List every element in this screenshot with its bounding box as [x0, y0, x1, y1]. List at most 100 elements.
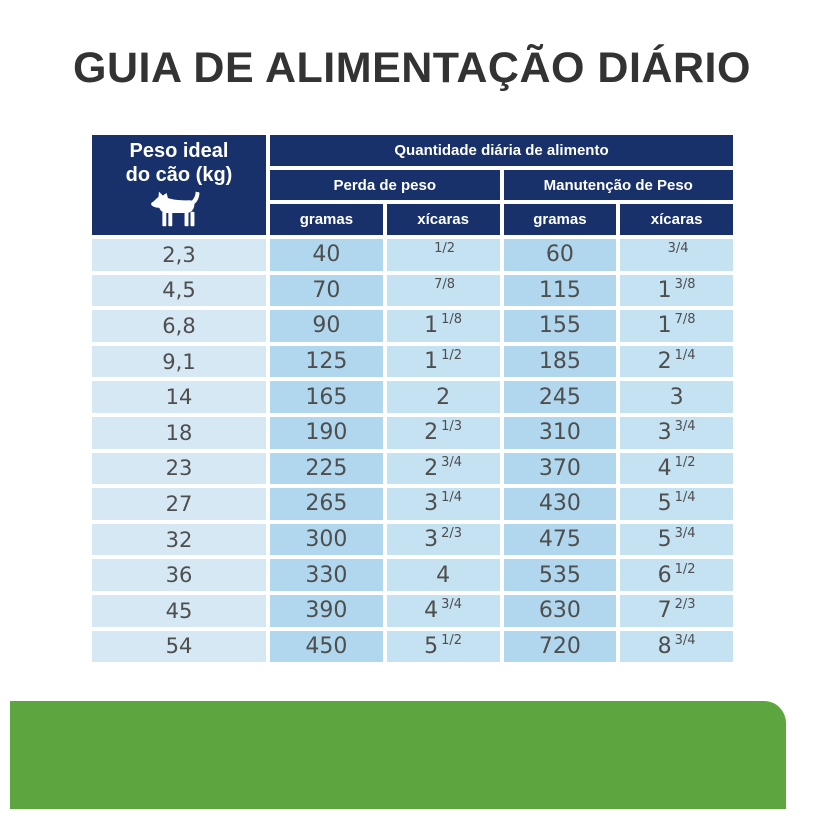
loss-grams-value: 225: [305, 455, 348, 481]
loss-grams-cell: 125: [270, 345, 383, 378]
loss-grams-value: 300: [305, 527, 348, 553]
weight-cell: 2,3: [92, 239, 266, 271]
loss-grams-cell: 70: [270, 274, 383, 307]
weight-value: 2,3: [162, 242, 196, 267]
maint-cups-cell: 1 7/8: [620, 310, 733, 342]
loss-grams-cell: 225: [270, 452, 383, 485]
maint-cups-fraction: 7/8: [674, 312, 696, 328]
maint-grams-cell: 115: [503, 274, 617, 307]
weight-value: 45: [165, 598, 193, 623]
maint-cups-fraction: 1/2: [674, 454, 696, 470]
loss-grams-value: 70: [312, 277, 341, 303]
maint-cups-whole: 5: [657, 527, 672, 553]
loss-grams-value: 450: [305, 633, 348, 659]
table-row: 23 225 2 3/4 370 4 1/2: [92, 452, 733, 485]
weight-cell: 14: [92, 381, 266, 413]
maint-cups-whole: 8: [657, 633, 672, 659]
maint-cups-cell: 3/4: [620, 239, 733, 271]
maint-grams-value: 60: [545, 242, 574, 268]
loss-grams-cell: 265: [270, 488, 383, 520]
feeding-guide-table: Peso ideal do cão (kg): [92, 135, 733, 663]
weight-cell: 23: [92, 452, 266, 485]
table-row: 36 330 4 535 6 1/2: [92, 559, 733, 591]
maint-grams-cell: 155: [503, 310, 617, 342]
maint-grams-cell: 535: [503, 559, 617, 591]
loss-cups-whole: 2: [424, 420, 439, 446]
loss-grams-value: 125: [305, 349, 348, 375]
maint-grams-value: 185: [538, 349, 581, 375]
loss-grams-cell: 300: [270, 523, 383, 556]
loss-cups-fraction: 1/2: [434, 241, 456, 257]
maint-cups-cell: 6 1/2: [620, 559, 733, 591]
maint-cups-cell: 8 3/4: [620, 630, 733, 663]
loss-cups-cell: 2 3/4: [386, 452, 500, 485]
loss-cups-cell: 2 1/3: [386, 416, 500, 449]
weight-maintenance-header: Manutenção de Peso: [503, 169, 733, 201]
maint-grams-value: 720: [538, 633, 581, 659]
maint-grams-value: 535: [538, 562, 581, 588]
weight-cell: 54: [92, 630, 266, 663]
loss-cups-cell: 7/8: [386, 274, 500, 307]
loss-cups-whole: 2: [424, 455, 439, 481]
loss-cups-whole: 1: [424, 349, 439, 375]
maint-cups-cell: 5 3/4: [620, 523, 733, 556]
maint-cups-fraction: 3/4: [674, 419, 696, 435]
loss-cups-cell: 4 3/4: [386, 594, 500, 627]
maint-grams-cell: 475: [503, 523, 617, 556]
loss-cups-whole: 5: [424, 633, 439, 659]
table-row: 27 265 3 1/4 430 5 1/4: [92, 488, 733, 520]
loss-cups-fraction: 1/8: [441, 312, 463, 328]
header-right-section: Quantidade diária de alimento Perda de p…: [270, 135, 733, 236]
table-row: 6,8 90 1 1/8 155 1 7/8: [92, 310, 733, 342]
bottom-green-bar: [10, 701, 786, 809]
loss-grams-cell: 90: [270, 310, 383, 342]
loss-cups-whole: 2: [436, 384, 451, 410]
loss-cups-fraction: 1/2: [441, 348, 463, 364]
maint-cups-cell: 2 1/4: [620, 345, 733, 378]
weight-header-cell: Peso ideal do cão (kg): [92, 135, 266, 235]
loss-cups-whole: 4: [424, 598, 439, 624]
maint-grams-cell: 245: [503, 381, 617, 413]
maint-cups-whole: 1: [657, 313, 672, 339]
loss-grams-value: 390: [305, 598, 348, 624]
table-body: 2,3 40 1/2 60 3/4 4,5 70 7/8: [92, 239, 733, 663]
maint-cups-cell: 1 3/8: [620, 274, 733, 307]
weight-cell: 45: [92, 594, 266, 627]
maint-grams-value: 630: [538, 598, 581, 624]
maint-cups-fraction: 2/3: [674, 597, 696, 613]
weight-cell: 18: [92, 416, 266, 449]
weight-value: 14: [165, 385, 193, 410]
maint-grams-value: 245: [538, 384, 581, 410]
maint-cups-whole: 2: [657, 349, 672, 375]
loss-cups-whole: 4: [436, 562, 451, 588]
maint-cups-cell: 3: [620, 381, 733, 413]
maint-cups-whole: 4: [657, 455, 672, 481]
maint-cups-whole: 7: [657, 598, 672, 624]
maint-cups-whole: 5: [657, 491, 672, 517]
weight-value: 23: [165, 456, 193, 481]
maint-grams-cell: 430: [503, 488, 617, 520]
table-row: 32 300 3 2/3 475 5 3/4: [92, 523, 733, 556]
loss-cups-cell: 5 1/2: [386, 630, 500, 663]
maint-grams-cell: 60: [503, 239, 617, 271]
loss-grams-value: 90: [312, 313, 341, 339]
loss-cups-fraction: 7/8: [434, 276, 456, 292]
loss-cups-fraction: 3/4: [441, 597, 463, 613]
maint-cups-cell: 4 1/2: [620, 452, 733, 485]
maint-cups-fraction: 1/4: [674, 490, 696, 506]
weight-cell: 6,8: [92, 310, 266, 342]
loss-cups-whole: 3: [424, 491, 439, 517]
unit-header-row: gramas xícaras gramas xícaras: [270, 204, 733, 236]
loss-cups-cell: 4: [386, 559, 500, 591]
weight-value: 54: [165, 634, 193, 659]
weight-value: 18: [165, 420, 193, 445]
weight-cell: 27: [92, 488, 266, 520]
table-row: 18 190 2 1/3 310 3 3/4: [92, 416, 733, 449]
maint-grams-value: 155: [538, 313, 581, 339]
maint-cups-whole: 3: [669, 384, 684, 410]
maint-grams-value: 370: [538, 455, 581, 481]
loss-grams-cell: 165: [270, 381, 383, 413]
loss-grams-value: 165: [305, 384, 348, 410]
table-header: Peso ideal do cão (kg): [92, 135, 733, 236]
dog-icon: [150, 190, 208, 230]
